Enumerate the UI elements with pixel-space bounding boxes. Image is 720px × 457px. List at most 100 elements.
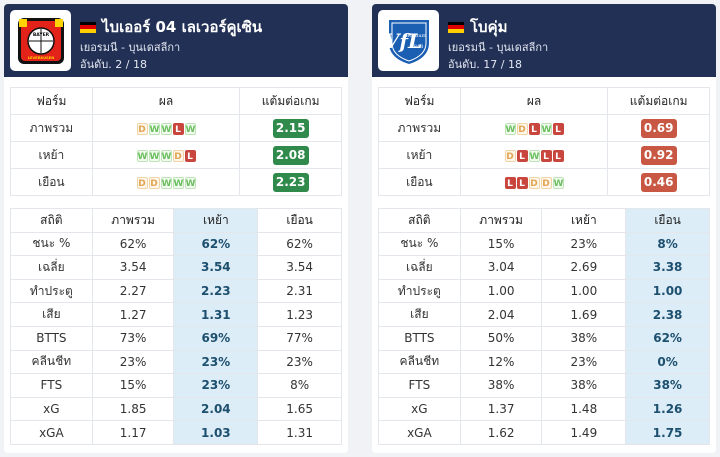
stats-row: BTTS 50% 38% 62% — [378, 325, 710, 351]
result-badge[interactable]: W — [148, 150, 160, 162]
ppg-cell: 2.23 — [239, 168, 342, 196]
stat-home: 1.00 — [541, 278, 627, 304]
form-rows: ภาพรวม W D L W L 0.69 เหย้า D L W L L 0.92 เยือน L L D D W 0… — [378, 114, 710, 196]
form-header-ppg: แต้มต่อเกม — [607, 87, 710, 115]
vfl-bochum-crest-icon: VfL Bochum 1848 — [383, 19, 429, 64]
result-badge[interactable]: W — [552, 177, 564, 189]
league-name[interactable]: เยอรมนี - บุนเดสลีกา — [80, 41, 181, 54]
stats-row: FTS 38% 38% 38% — [378, 373, 710, 398]
form-row: เยือน D D W W W 2.23 — [10, 168, 342, 196]
stat-label: ทำประตู — [378, 278, 461, 304]
result-badge[interactable]: D — [516, 123, 528, 135]
stat-label: xG — [378, 396, 461, 422]
form-row-label: ภาพรวม — [378, 114, 461, 142]
result-badge[interactable]: D — [528, 177, 540, 189]
stat-label: FTS — [10, 373, 93, 398]
stat-overall: 38% — [459, 373, 543, 398]
stats-header-away[interactable]: เยือน — [625, 208, 710, 233]
result-badge[interactable]: W — [184, 177, 196, 189]
stats-header-stat: สถิติ — [10, 208, 93, 233]
result-badge[interactable]: L — [528, 123, 540, 135]
result-badge[interactable]: D — [504, 150, 516, 162]
stats-row: ทำประตู 1.00 1.00 1.00 — [378, 278, 710, 304]
stats-header-overall[interactable]: ภาพรวม — [459, 208, 543, 233]
stats-row: xG 1.85 2.04 1.65 — [10, 396, 342, 422]
stats-header-home[interactable]: เหย้า — [173, 208, 259, 233]
team-name[interactable]: ไบเออร์ 04 เลเวอร์คูเซิน — [102, 18, 263, 36]
result-badge[interactable]: D — [540, 177, 552, 189]
form-row: เยือน L L D D W 0.46 — [378, 168, 710, 196]
result-badge[interactable]: W — [160, 177, 172, 189]
crest-text-bottom: LEVERKUSEN — [27, 56, 53, 60]
result-badge[interactable]: L — [552, 150, 564, 162]
result-badge[interactable]: D — [172, 150, 184, 162]
result-badge[interactable]: D — [148, 177, 160, 189]
form-row: เหย้า W W W D L 2.08 — [10, 141, 342, 169]
result-badge[interactable]: W — [504, 123, 516, 135]
stats-header-away[interactable]: เยือน — [257, 208, 342, 233]
result-badge[interactable]: W — [160, 123, 172, 135]
germany-flag-icon — [80, 21, 96, 33]
ppg-cell: 2.15 — [239, 114, 342, 142]
stat-away: 1.31 — [257, 420, 342, 445]
form-header-label: ฟอร์ม — [10, 87, 93, 115]
crest-text-bochum: Bochum — [405, 33, 426, 39]
result-badge[interactable]: L — [552, 123, 564, 135]
stat-label: xG — [10, 396, 93, 422]
rank-label: อันดับ. — [80, 58, 112, 71]
form-row-label: ภาพรวม — [10, 114, 93, 142]
ppg-cell: 2.08 — [239, 141, 342, 169]
team-header: BAYER LEVERKUSEN ไบเออร์ 04 เลเวอร์คูเซิ… — [4, 4, 348, 77]
stat-overall: 1.27 — [91, 302, 175, 327]
stat-away: 23% — [257, 349, 342, 375]
ppg-badge: 2.08 — [272, 145, 309, 165]
result-badge[interactable]: L — [540, 150, 552, 162]
result-badge[interactable]: W — [184, 123, 196, 135]
stat-label: คลีนชีท — [378, 349, 461, 375]
result-badge[interactable]: W — [136, 150, 148, 162]
result-badge[interactable]: W — [148, 123, 160, 135]
form-row-label: เหย้า — [378, 141, 461, 169]
form-rows: ภาพรวม D W W L W 2.15 เหย้า W W W D L 2.08 เยือน D D W W W 2… — [10, 114, 342, 196]
team-crest[interactable]: VfL Bochum 1848 — [378, 10, 439, 71]
stat-away: 0% — [625, 349, 710, 375]
stat-overall: 62% — [91, 231, 175, 257]
ppg-badge: 0.69 — [640, 118, 677, 138]
result-badge[interactable]: W — [528, 150, 540, 162]
result-badge[interactable]: L — [504, 177, 516, 189]
team-name-row: ไบเออร์ 04 เลเวอร์คูเซิน — [80, 15, 262, 39]
stat-home: 1.03 — [173, 420, 259, 445]
stats-header-home[interactable]: เหย้า — [541, 208, 627, 233]
team-name[interactable]: โบคุ่ม — [470, 18, 508, 36]
stat-overall: 2.04 — [459, 302, 543, 327]
stats-row: เสีย 1.27 1.31 1.23 — [10, 302, 342, 327]
result-badge[interactable]: W — [172, 177, 184, 189]
stats-table: สถิติ ภาพรวม เหย้า เยือน ชนะ % 62% 62% 62% เ… — [10, 208, 342, 445]
stats-row: FTS 15% 23% 8% — [10, 373, 342, 398]
result-badge[interactable]: W — [160, 150, 172, 162]
stat-home: 62% — [173, 231, 259, 257]
stats-row: ชนะ % 15% 23% 8% — [378, 231, 710, 257]
crest-text-top: BAYER — [32, 32, 49, 38]
result-badge[interactable]: W — [540, 123, 552, 135]
stat-label: ทำประตู — [10, 278, 93, 304]
result-badge[interactable]: L — [172, 123, 184, 135]
league-name[interactable]: เยอรมนี - บุนเดสลีกา — [448, 41, 549, 54]
stat-home: 1.48 — [541, 396, 627, 422]
result-badge[interactable]: D — [136, 123, 148, 135]
result-badge[interactable]: L — [516, 150, 528, 162]
result-badge[interactable]: L — [184, 150, 196, 162]
stats-row: เฉลี่ย 3.04 2.69 3.38 — [378, 255, 710, 280]
form-table: ฟอร์ม ผล แต้มต่อเกม ภาพรวม W D L W L 0.69 เหย้า… — [378, 87, 710, 196]
stats-header-overall[interactable]: ภาพรวม — [91, 208, 175, 233]
result-badge[interactable]: L — [516, 177, 528, 189]
stat-label: เฉลี่ย — [378, 255, 461, 280]
team-header: VfL Bochum 1848 โบคุ่ม เยอรมนี - บุนเดสล… — [372, 4, 716, 77]
stat-overall: 50% — [459, 325, 543, 351]
result-badge[interactable]: D — [136, 177, 148, 189]
team-crest[interactable]: BAYER LEVERKUSEN — [10, 10, 71, 71]
